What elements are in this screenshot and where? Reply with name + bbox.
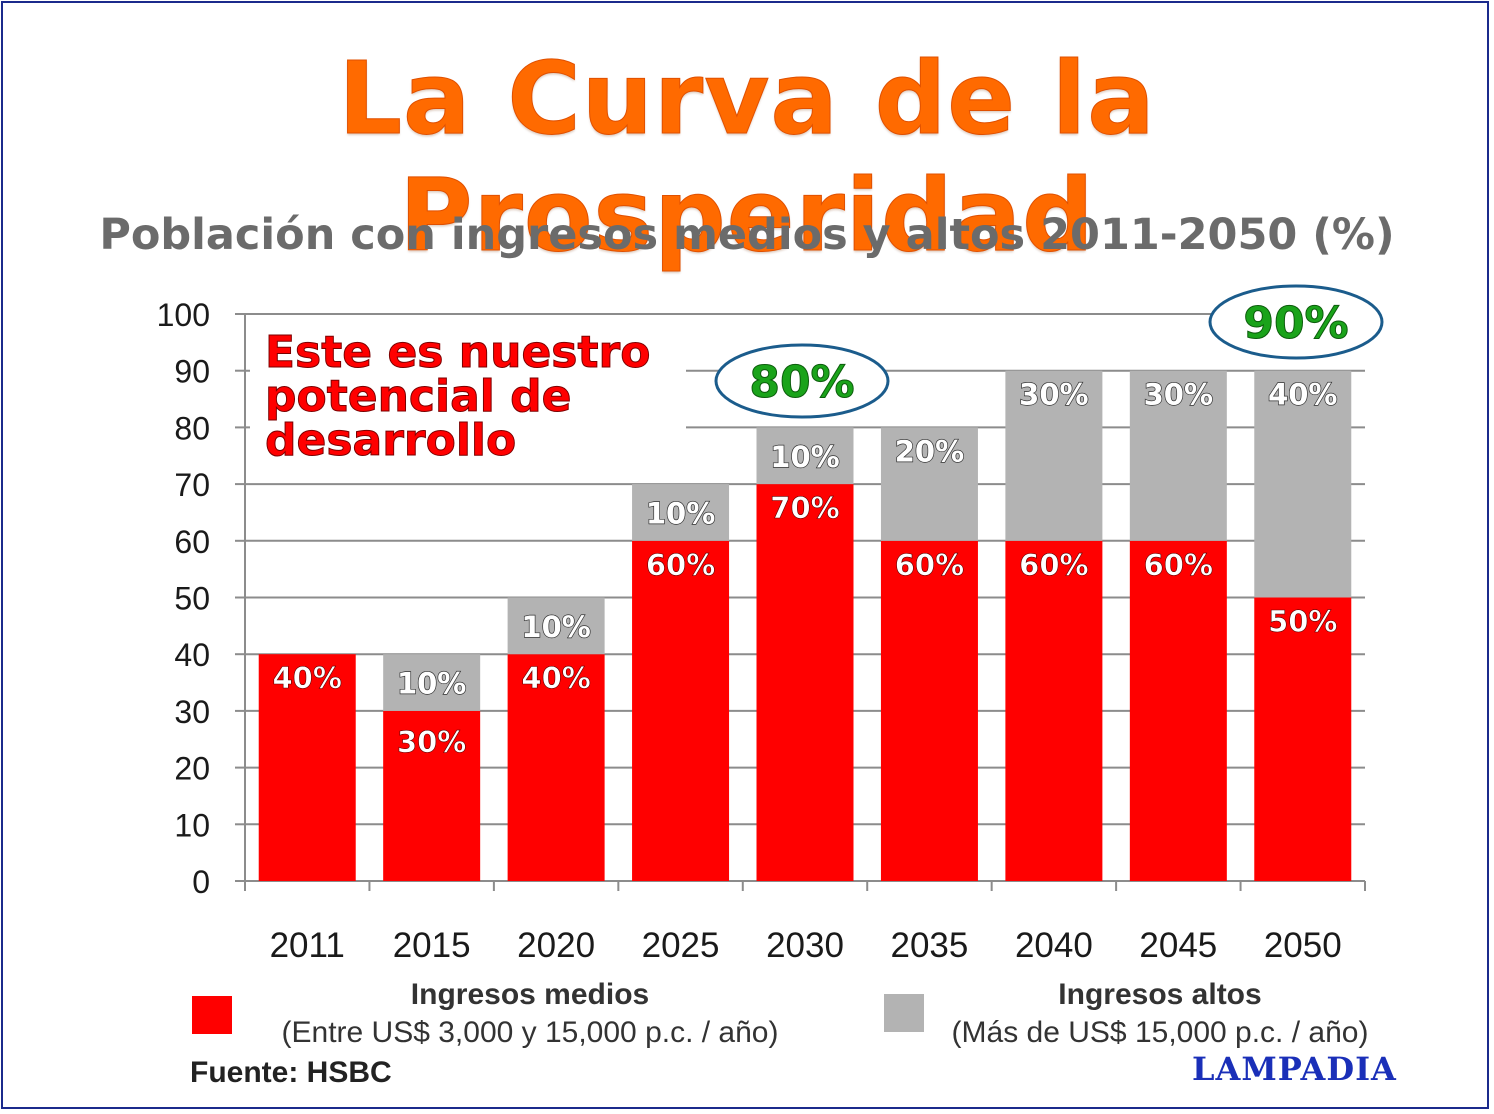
y-tick-label: 80 (174, 410, 210, 446)
callout-text: Este es nuestro (265, 327, 650, 378)
bar-altos-2020 (507, 597, 605, 655)
legend-detail-medios: (Entre US$ 3,000 y 15,000 p.c. / año) (281, 1016, 779, 1049)
legend-swatch-medios (192, 996, 232, 1034)
brand-logo: LAMPADIA (1192, 1050, 1397, 1088)
data-label-medios: 70% (770, 491, 839, 525)
bar-medios-2011 (258, 654, 356, 881)
x-tick-label: 2035 (891, 926, 969, 965)
data-label-altos: 10% (521, 610, 590, 644)
y-tick-label: 50 (174, 581, 210, 617)
highlight-ellipse-2030 (714, 343, 890, 419)
data-label-medios: 30% (397, 725, 466, 759)
data-label-medios: 60% (1019, 548, 1088, 582)
bar-medios-2030 (756, 484, 854, 881)
y-tick-label: 70 (174, 467, 210, 503)
data-label-medios: 60% (1144, 548, 1213, 582)
y-tick-label: 30 (174, 694, 210, 730)
callout-box (250, 318, 686, 470)
y-tick-label: 0 (192, 864, 210, 900)
chart-title: Población con ingresos medios y altos 20… (99, 210, 1395, 260)
data-label-altos: 10% (770, 440, 839, 474)
bar-medios-2025 (632, 540, 730, 881)
data-label-medios: 60% (646, 548, 715, 582)
highlight-label-2050: 90% (1243, 298, 1348, 349)
data-label-medios: 40% (273, 661, 342, 695)
legend-label-altos: Ingresos altos (Más de US$ 15,000 p.c. /… (930, 976, 1390, 1052)
x-tick-label: 2020 (517, 926, 595, 965)
bar-altos-2030 (756, 427, 854, 485)
legend-detail-altos: (Más de US$ 15,000 p.c. / año) (951, 1016, 1369, 1049)
bar-altos-2050 (1254, 370, 1352, 598)
legend-label-medios: Ingresos medios (Entre US$ 3,000 y 15,00… (250, 976, 810, 1052)
bar-medios-2020 (507, 654, 605, 881)
x-tick-label: 2015 (393, 926, 471, 965)
main-title: La Curva de la Prosperidad (338, 40, 1156, 275)
y-tick-label: 60 (174, 524, 210, 560)
x-tick-label: 2045 (1139, 926, 1217, 965)
legend-swatch-altos (884, 994, 924, 1032)
y-tick-label: 40 (174, 637, 210, 673)
x-tick-label: 2030 (766, 926, 844, 965)
data-label-medios: 50% (1268, 605, 1337, 639)
callout-text: potencial de (265, 371, 572, 422)
callout-text: desarrollo (265, 415, 516, 466)
bar-medios-2040 (1005, 540, 1103, 881)
highlight-ellipse-2050 (1208, 284, 1384, 360)
y-tick-label: 90 (174, 354, 210, 390)
bar-altos-2045 (1129, 370, 1227, 541)
bar-altos-2040 (1005, 370, 1103, 541)
x-tick-label: 2050 (1264, 926, 1342, 965)
highlight-label-2030: 80% (749, 357, 854, 408)
bar-altos-2035 (880, 427, 978, 541)
y-tick-label: 20 (174, 751, 210, 787)
data-label-altos: 10% (646, 496, 715, 530)
y-tick-label: 100 (157, 297, 210, 333)
legend-title-altos: Ingresos altos (1058, 978, 1262, 1011)
source-note: Fuente: HSBC (190, 1056, 392, 1089)
bar-altos-2025 (632, 484, 730, 541)
bar-medios-2050 (1254, 597, 1352, 881)
data-label-altos: 10% (397, 667, 466, 701)
bar-altos-2015 (383, 654, 481, 711)
data-label-altos: 30% (1144, 378, 1213, 412)
bar-medios-2045 (1129, 540, 1227, 881)
y-tick-label: 10 (174, 807, 210, 843)
data-label-altos: 30% (1019, 378, 1088, 412)
x-tick-label: 2040 (1015, 926, 1093, 965)
data-label-medios: 40% (521, 661, 590, 695)
bar-medios-2015 (383, 710, 481, 881)
x-tick-label: 2025 (642, 926, 720, 965)
legend-title-medios: Ingresos medios (410, 978, 650, 1011)
bar-medios-2035 (880, 540, 978, 881)
data-label-altos: 20% (895, 434, 964, 468)
x-tick-label: 2011 (270, 926, 345, 965)
data-label-altos: 40% (1268, 378, 1337, 412)
data-label-medios: 60% (895, 548, 964, 582)
